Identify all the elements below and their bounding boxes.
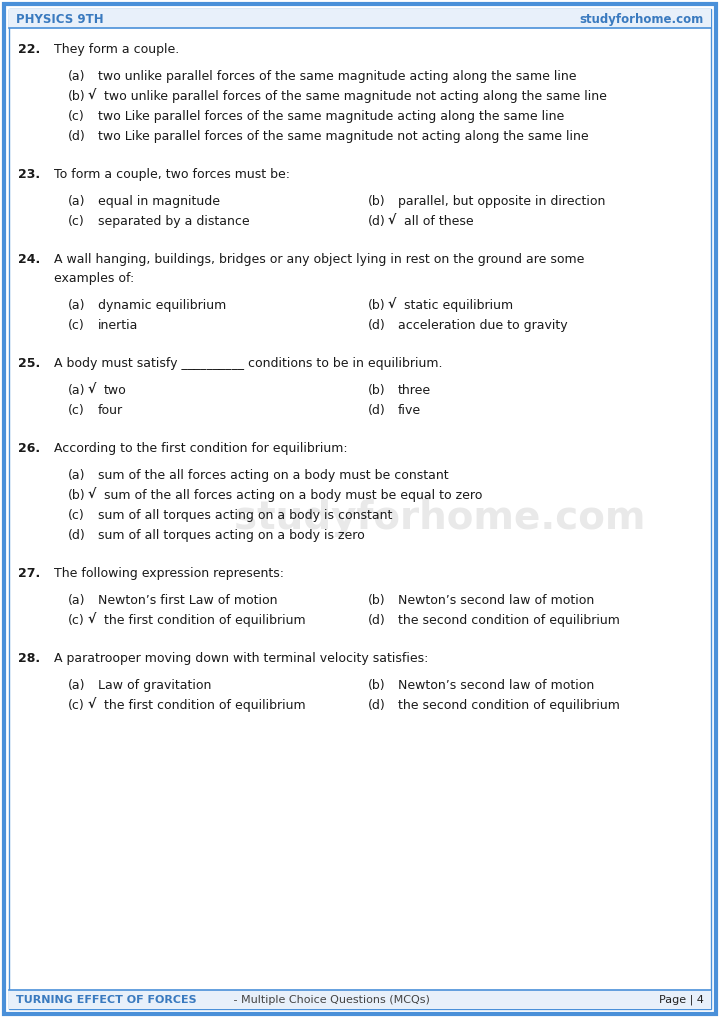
Text: sum of the all forces acting on a body must be equal to zero: sum of the all forces acting on a body m… <box>104 489 482 502</box>
Text: 25.: 25. <box>18 357 40 370</box>
Text: (b): (b) <box>368 299 386 312</box>
Text: (d): (d) <box>368 215 386 228</box>
Text: (b): (b) <box>368 384 386 397</box>
Text: dynamic equilibrium: dynamic equilibrium <box>98 299 226 312</box>
Text: inertia: inertia <box>98 319 138 332</box>
Text: 22.: 22. <box>18 43 40 56</box>
Text: They form a couple.: They form a couple. <box>54 43 179 56</box>
Text: (d): (d) <box>368 319 386 332</box>
Text: √: √ <box>88 699 96 712</box>
Text: PHYSICS 9TH: PHYSICS 9TH <box>16 12 104 25</box>
Text: A wall hanging, buildings, bridges or any object lying in rest on the ground are: A wall hanging, buildings, bridges or an… <box>54 253 585 266</box>
Text: √: √ <box>88 90 96 103</box>
Text: 26.: 26. <box>18 442 40 455</box>
Text: √: √ <box>88 384 96 397</box>
Text: √: √ <box>88 614 96 627</box>
Text: (c): (c) <box>68 614 85 627</box>
Text: (d): (d) <box>68 529 86 542</box>
Text: (d): (d) <box>368 699 386 712</box>
Text: 24.: 24. <box>18 253 40 266</box>
Text: TURNING EFFECT OF FORCES: TURNING EFFECT OF FORCES <box>16 995 197 1005</box>
Text: Newton’s second law of motion: Newton’s second law of motion <box>398 593 594 607</box>
Text: (a): (a) <box>68 593 86 607</box>
Text: the second condition of equilibrium: the second condition of equilibrium <box>398 614 620 627</box>
Text: Law of gravitation: Law of gravitation <box>98 679 212 692</box>
Text: separated by a distance: separated by a distance <box>98 215 250 228</box>
Text: static equilibrium: static equilibrium <box>404 299 513 312</box>
Text: equal in magnitude: equal in magnitude <box>98 195 220 208</box>
FancyBboxPatch shape <box>9 9 711 29</box>
FancyBboxPatch shape <box>9 989 711 1009</box>
Text: (a): (a) <box>68 195 86 208</box>
Text: (c): (c) <box>68 319 85 332</box>
Text: studyforhome.com: studyforhome.com <box>234 499 646 538</box>
Text: parallel, but opposite in direction: parallel, but opposite in direction <box>398 195 606 208</box>
Text: (a): (a) <box>68 299 86 312</box>
Text: two unlike parallel forces of the same magnitude not acting along the same line: two unlike parallel forces of the same m… <box>104 90 607 103</box>
Text: examples of:: examples of: <box>54 272 134 285</box>
Text: (a): (a) <box>68 384 86 397</box>
Text: the first condition of equilibrium: the first condition of equilibrium <box>104 614 305 627</box>
Text: (b): (b) <box>368 679 386 692</box>
Text: (c): (c) <box>68 404 85 417</box>
Text: √: √ <box>388 299 397 312</box>
Text: (b): (b) <box>68 489 86 502</box>
Text: sum of all torques acting on a body is constant: sum of all torques acting on a body is c… <box>98 509 392 522</box>
Text: A body must satisfy __________ conditions to be in equilibrium.: A body must satisfy __________ condition… <box>54 357 443 370</box>
Text: four: four <box>98 404 123 417</box>
Text: The following expression represents:: The following expression represents: <box>54 567 284 580</box>
Text: (c): (c) <box>68 699 85 712</box>
Text: Newton’s second law of motion: Newton’s second law of motion <box>398 679 594 692</box>
Text: (c): (c) <box>68 509 85 522</box>
Text: sum of the all forces acting on a body must be constant: sum of the all forces acting on a body m… <box>98 469 449 482</box>
Text: 28.: 28. <box>18 652 40 665</box>
Text: sum of all torques acting on a body is zero: sum of all torques acting on a body is z… <box>98 529 365 542</box>
Text: two Like parallel forces of the same magnitude acting along the same line: two Like parallel forces of the same mag… <box>98 110 564 123</box>
Text: 27.: 27. <box>18 567 40 580</box>
Text: According to the first condition for equilibrium:: According to the first condition for equ… <box>54 442 348 455</box>
Text: To form a couple, two forces must be:: To form a couple, two forces must be: <box>54 168 290 181</box>
Text: three: three <box>398 384 431 397</box>
Text: 23.: 23. <box>18 168 40 181</box>
Text: the second condition of equilibrium: the second condition of equilibrium <box>398 699 620 712</box>
Text: the first condition of equilibrium: the first condition of equilibrium <box>104 699 305 712</box>
Text: √: √ <box>88 489 96 502</box>
Text: (c): (c) <box>68 215 85 228</box>
Text: (b): (b) <box>68 90 86 103</box>
Text: acceleration due to gravity: acceleration due to gravity <box>398 319 567 332</box>
Text: (d): (d) <box>68 130 86 143</box>
FancyBboxPatch shape <box>4 4 716 1014</box>
Text: (d): (d) <box>368 614 386 627</box>
Text: (a): (a) <box>68 469 86 482</box>
Text: all of these: all of these <box>404 215 474 228</box>
Text: two unlike parallel forces of the same magnitude acting along the same line: two unlike parallel forces of the same m… <box>98 70 577 83</box>
Text: two: two <box>104 384 127 397</box>
Text: five: five <box>398 404 421 417</box>
Text: Page | 4: Page | 4 <box>659 995 704 1005</box>
Text: (b): (b) <box>368 195 386 208</box>
Text: (b): (b) <box>368 593 386 607</box>
Text: Newton’s first Law of motion: Newton’s first Law of motion <box>98 593 277 607</box>
Text: (d): (d) <box>368 404 386 417</box>
Text: (a): (a) <box>68 679 86 692</box>
Text: two Like parallel forces of the same magnitude not acting along the same line: two Like parallel forces of the same mag… <box>98 130 589 143</box>
Text: (a): (a) <box>68 70 86 83</box>
Text: √: √ <box>388 215 397 228</box>
Text: A paratrooper moving down with terminal velocity satisfies:: A paratrooper moving down with terminal … <box>54 652 428 665</box>
Text: - Multiple Choice Questions (MCQs): - Multiple Choice Questions (MCQs) <box>230 995 430 1005</box>
Text: studyforhome.com: studyforhome.com <box>580 12 704 25</box>
Text: (c): (c) <box>68 110 85 123</box>
